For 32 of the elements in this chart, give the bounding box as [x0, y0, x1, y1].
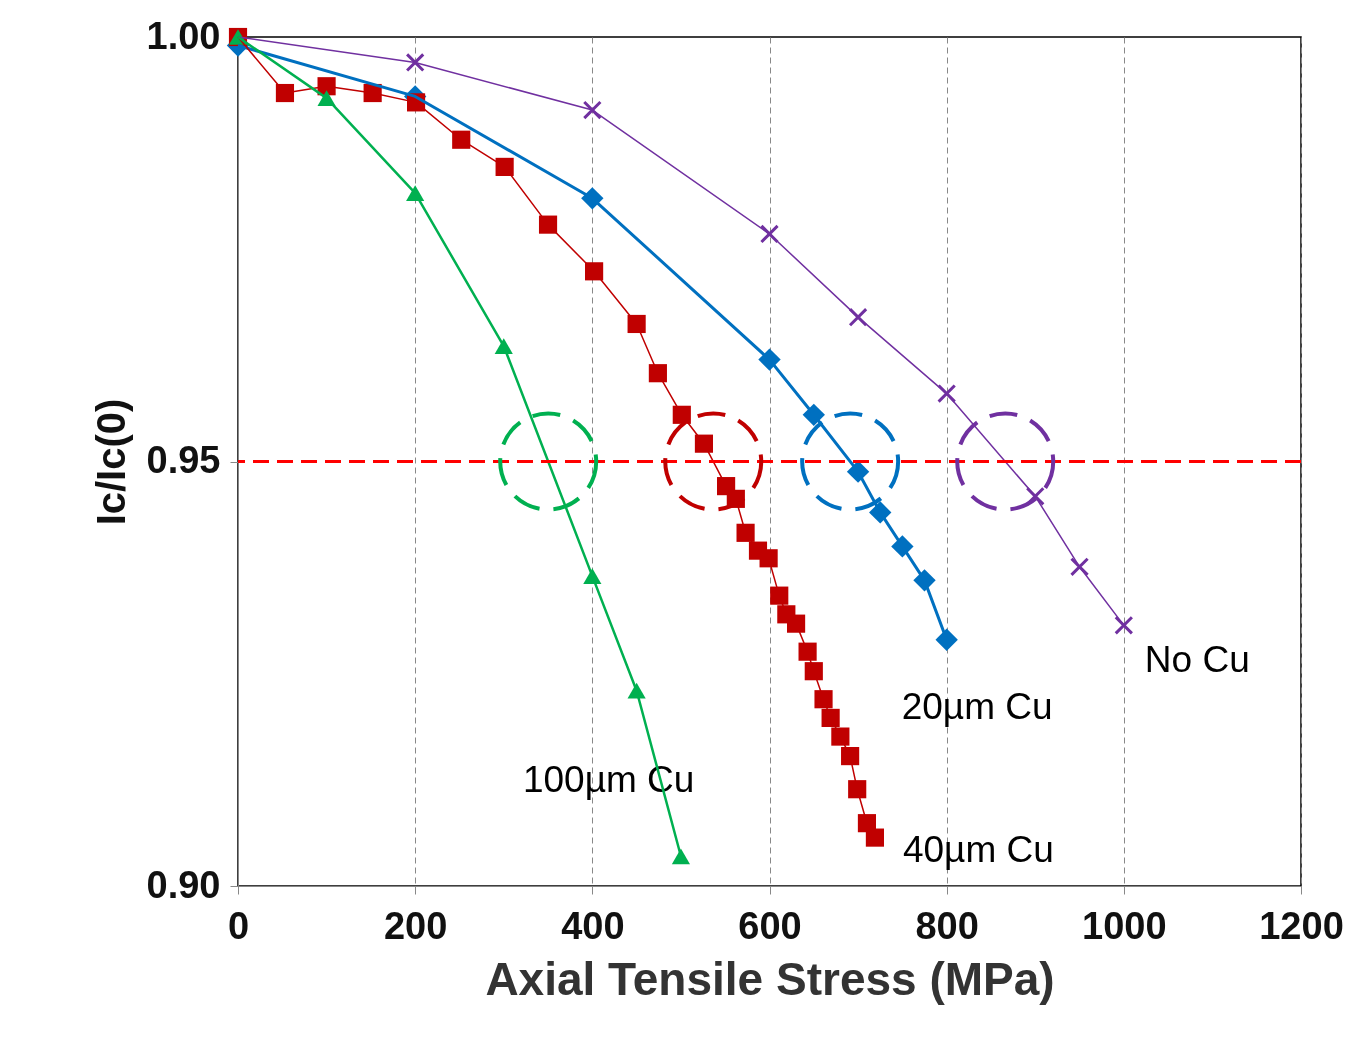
point	[671, 848, 690, 865]
x-tick-label: 1200	[1259, 904, 1344, 947]
point	[865, 828, 884, 847]
x-tick-label: 800	[915, 904, 979, 947]
y-axis-title: Ic/Ic(0)	[88, 398, 133, 526]
point	[831, 727, 850, 746]
point	[848, 307, 868, 327]
y-tick-label: 1.00	[146, 14, 221, 57]
y-tick-label: 0.90	[146, 863, 221, 906]
x-tick-label: 0	[227, 904, 250, 947]
point	[935, 628, 958, 651]
point	[814, 690, 833, 709]
point	[759, 224, 780, 244]
point	[736, 523, 755, 542]
point	[804, 662, 823, 681]
point	[1114, 615, 1134, 635]
series-label: 20µm Cu	[901, 685, 1053, 727]
point	[821, 708, 840, 727]
point	[1069, 557, 1090, 577]
x-tick-label: 600	[738, 904, 802, 947]
point	[582, 100, 602, 120]
y-tick-label: 0.95	[146, 439, 221, 481]
series-label: 40µm Cu	[902, 828, 1054, 870]
x-tick-label: 400	[561, 904, 625, 947]
point	[1025, 486, 1045, 506]
point	[405, 52, 425, 73]
series-label: No Cu	[1144, 639, 1250, 681]
x-tick-label: 1000	[1082, 904, 1167, 947]
x-tick-label: 200	[383, 904, 448, 947]
point	[848, 780, 867, 799]
point	[937, 384, 957, 404]
x-axis-title: Axial Tensile Stress (MPa)	[485, 952, 1055, 1005]
